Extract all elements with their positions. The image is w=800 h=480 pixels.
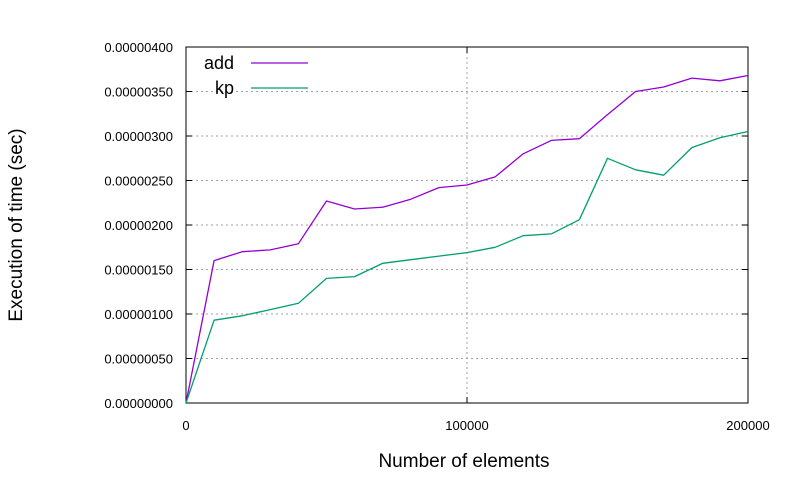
- x-tick-label: 200000: [726, 418, 769, 433]
- series-line-add: [185, 74, 749, 404]
- x-tick-label: 0: [182, 418, 189, 433]
- y-tick-label: 0.00000200: [104, 218, 173, 233]
- y-tick-label: 0.00000300: [104, 129, 173, 144]
- legend: add kp: [204, 53, 308, 98]
- y-tick-label: 0.00000400: [104, 40, 173, 55]
- y-tick-label: 0.00000100: [104, 307, 173, 322]
- legend-label-kp: kp: [215, 78, 234, 98]
- y-tick-label: 0.00000050: [104, 352, 173, 367]
- series-line-kp: [185, 130, 749, 404]
- y-tick-label: 0.00000250: [104, 174, 173, 189]
- series-lines: [185, 74, 749, 404]
- axis-ticks: 0.00000000 0.00000050 0.00000100 0.00000150…: [104, 40, 769, 433]
- x-tick-label: 100000: [445, 418, 488, 433]
- y-tick-label: 0.00000350: [104, 85, 173, 100]
- y-tick-label: 0.00000150: [104, 263, 173, 278]
- grid-lines: [186, 47, 748, 403]
- y-tick-label: 0.00000000: [104, 396, 173, 411]
- x-axis-label: Number of elements: [378, 451, 549, 472]
- legend-label-add: add: [204, 53, 234, 73]
- y-axis-label: Execution of time (sec): [6, 128, 27, 321]
